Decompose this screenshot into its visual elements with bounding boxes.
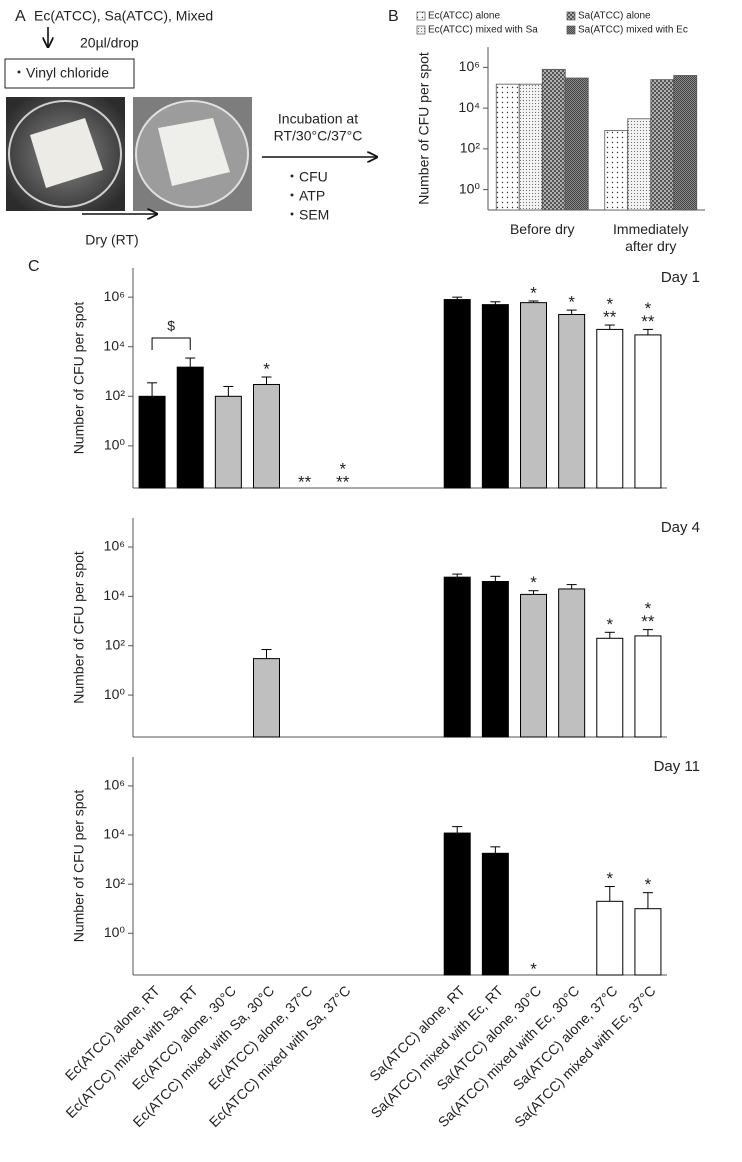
legend-label: Sa(ATCC) mixed with Ec xyxy=(578,25,688,36)
incubation-text: Incubation at xyxy=(278,111,358,127)
y-tick-label: 10⁰ xyxy=(104,686,126,702)
drying-text: Dry (RT) xyxy=(85,232,138,248)
sample-sheet xyxy=(30,118,103,188)
bar xyxy=(558,588,586,738)
incubation-text: RT/30°C/37°C xyxy=(274,128,363,144)
significance-mark: * xyxy=(606,869,613,888)
y-tick-label: 10⁰ xyxy=(459,180,481,196)
significance-mark: * xyxy=(645,875,652,894)
bar xyxy=(253,383,280,489)
dish-rim xyxy=(8,100,122,208)
bar xyxy=(673,75,698,211)
panel-title: Day 4 xyxy=(661,519,700,536)
bar xyxy=(443,576,471,738)
panel-label: C xyxy=(28,258,40,275)
bar xyxy=(564,77,589,211)
x-tick-label: Immediately after dry xyxy=(613,221,689,254)
legend-label: Ec(ATCC) alone xyxy=(428,11,500,22)
significance-mark: * xyxy=(606,615,613,634)
y-tick-label: 10⁶ xyxy=(104,538,125,554)
significance-mark: * xyxy=(645,299,652,318)
bar xyxy=(481,304,509,489)
bar xyxy=(634,334,662,489)
y-tick-label: 10² xyxy=(460,140,481,156)
bar xyxy=(604,130,629,211)
bar xyxy=(176,366,204,489)
material-box xyxy=(4,58,135,89)
significance-mark: * xyxy=(530,283,537,302)
bar xyxy=(558,313,586,489)
bar xyxy=(495,83,520,211)
legend-swatch xyxy=(566,11,576,21)
y-axis-label: Number of CFU per spot xyxy=(71,790,87,943)
legend-label: Ec(ATCC) mixed with Sa xyxy=(428,25,538,36)
legend-label: Sa(ATCC) alone xyxy=(578,11,651,22)
y-tick-label: 10⁴ xyxy=(458,99,480,115)
bar xyxy=(520,593,547,738)
bar xyxy=(520,302,547,489)
bar xyxy=(634,908,662,976)
bar xyxy=(214,395,242,489)
significance-mark: * xyxy=(568,293,575,312)
panel-title: Day 11 xyxy=(654,758,700,775)
assay-text: ・ATP xyxy=(285,188,325,204)
y-tick-label: 10² xyxy=(105,387,126,403)
bar xyxy=(443,832,471,976)
panel-label: B xyxy=(388,8,399,25)
comparison-bracket xyxy=(151,337,191,351)
comparison-label: $ xyxy=(167,318,175,334)
y-axis-label: Number of CFU per spot xyxy=(71,551,87,704)
samples-text: Ec(ATCC), Sa(ATCC), Mixed xyxy=(34,8,213,24)
bar xyxy=(518,83,543,211)
bar xyxy=(596,637,624,738)
bar xyxy=(481,581,509,738)
y-tick-label: 10² xyxy=(105,875,126,891)
significance-mark: ** xyxy=(298,472,312,491)
sample-sheet xyxy=(158,118,230,186)
assay-text: ・SEM xyxy=(285,207,329,223)
legend-swatch xyxy=(566,25,576,35)
bar xyxy=(596,328,624,489)
bar xyxy=(627,118,652,211)
assay-text: ・CFU xyxy=(285,169,328,185)
significance-mark: * xyxy=(263,360,270,379)
y-tick-label: 10⁴ xyxy=(103,337,125,353)
bar xyxy=(138,395,166,489)
significance-mark: ** xyxy=(336,472,350,491)
material-text: ・Vinyl chloride xyxy=(12,65,109,81)
y-tick-label: 10⁶ xyxy=(104,288,125,304)
y-axis-label: Number of CFU per spot xyxy=(71,302,87,455)
legend-swatch xyxy=(416,25,426,35)
legend-swatch xyxy=(416,11,426,21)
bar xyxy=(443,299,471,489)
x-tick-label: Before dry xyxy=(509,221,575,237)
bar xyxy=(541,68,566,211)
significance-mark: * xyxy=(530,573,537,592)
bar xyxy=(481,852,509,976)
significance-mark: * xyxy=(606,295,613,314)
significance-mark: ** xyxy=(641,312,655,331)
bar xyxy=(650,79,675,211)
y-tick-label: 10⁴ xyxy=(103,587,125,603)
bar xyxy=(634,635,662,738)
panel-title: Day 1 xyxy=(661,269,700,286)
y-tick-label: 10⁶ xyxy=(104,777,125,793)
y-tick-label: 10⁶ xyxy=(459,58,480,74)
y-axis-label: Number of CFU per spot xyxy=(416,52,432,205)
bar xyxy=(596,900,624,976)
panel-label: A xyxy=(15,8,26,25)
significance-mark: ** xyxy=(603,308,617,327)
significance-mark: ** xyxy=(641,612,655,631)
significance-mark: * xyxy=(339,459,346,478)
y-tick-label: 10² xyxy=(105,636,126,652)
y-tick-label: 10⁰ xyxy=(104,924,126,940)
y-tick-label: 10⁰ xyxy=(104,437,126,453)
significance-mark: * xyxy=(530,959,537,978)
significance-mark: * xyxy=(645,599,652,618)
volume-text: 20µl/drop xyxy=(80,35,139,51)
bar xyxy=(253,658,280,738)
y-tick-label: 10⁴ xyxy=(103,826,125,842)
